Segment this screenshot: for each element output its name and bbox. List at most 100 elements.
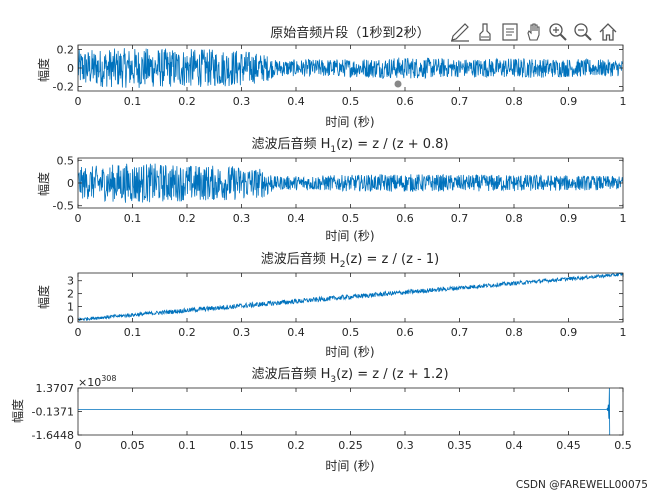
subplot-title: 滤波后音频 H3(z) = z / (z + 1.2) bbox=[251, 366, 448, 385]
signal-path bbox=[78, 273, 623, 322]
y-tick-label: 3 bbox=[67, 275, 74, 288]
x-tick-label: 0.5 bbox=[342, 212, 360, 225]
x-tick-label: 0.7 bbox=[451, 95, 469, 108]
pan-hand-icon[interactable] bbox=[527, 23, 540, 41]
x-ticks: 0 0.1 0.2 0.3 0.4 0.5 0.6 0.7 0.8 0.9 1 bbox=[75, 273, 627, 339]
y-ticks: -0.5 0 0.5 bbox=[53, 154, 623, 213]
x-tick-label: 0.8 bbox=[505, 95, 523, 108]
x-tick-label: 0.8 bbox=[505, 212, 523, 225]
watermark-text: CSDN @FAREWELL00075 bbox=[516, 479, 648, 491]
brush-icon[interactable] bbox=[479, 23, 491, 41]
y-tick-label: -1.6448 bbox=[32, 429, 74, 442]
x-ticks: 0 0.1 0.2 0.3 0.4 0.5 0.6 0.7 0.8 0.9 1 bbox=[75, 45, 627, 108]
x-tick-label: 0 bbox=[75, 439, 82, 452]
x-tick-label: 0.7 bbox=[451, 212, 469, 225]
y-axis-label: 幅度 bbox=[36, 58, 51, 82]
x-tick-label: 0.6 bbox=[396, 95, 414, 108]
x-tick-label: 0.15 bbox=[229, 439, 254, 452]
y-tick-label: 0.5 bbox=[57, 154, 75, 167]
x-tick-label: 0.3 bbox=[233, 212, 251, 225]
y-axis-label: 幅度 bbox=[36, 285, 51, 309]
signal-path bbox=[78, 388, 611, 435]
x-tick-label: 0.2 bbox=[178, 95, 196, 108]
x-axis-label: 时间 (秒) bbox=[325, 229, 374, 243]
x-tick-label: 0.2 bbox=[178, 326, 196, 339]
subplot-filtered-h1: 滤波后音频 H1(z) = z / (z + 0.8) 0 0.1 0.2 0.3 0.… bbox=[36, 136, 627, 243]
x-tick-label: 1 bbox=[620, 212, 627, 225]
x-tick-label: 0.4 bbox=[287, 212, 305, 225]
data-tips-icon[interactable] bbox=[502, 23, 518, 41]
x-tick-label: 0.3 bbox=[233, 95, 251, 108]
y-ticks: -0.2 0 0.2 bbox=[53, 44, 623, 93]
x-tick-label: 0.1 bbox=[124, 95, 142, 108]
y-tick-label: -0.2 bbox=[53, 80, 74, 93]
x-tick-label: 0.9 bbox=[560, 326, 578, 339]
x-tick-label: 0.7 bbox=[451, 326, 469, 339]
subplot-title: 原始音频片段（1秒到2秒） bbox=[270, 25, 430, 41]
x-tick-label: 0.45 bbox=[556, 439, 581, 452]
x-tick-label: 0.1 bbox=[124, 326, 142, 339]
x-tick-label: 0.2 bbox=[178, 212, 196, 225]
x-axis-label: 时间 (秒) bbox=[325, 459, 374, 473]
figure-toolbar[interactable] bbox=[451, 23, 617, 42]
signal-path bbox=[78, 163, 623, 203]
signal-path bbox=[78, 48, 623, 88]
x-tick-label: 0.3 bbox=[396, 439, 414, 452]
x-tick-label: 0.35 bbox=[447, 439, 472, 452]
x-tick-label: 0.05 bbox=[120, 439, 145, 452]
signal-line bbox=[78, 48, 623, 88]
x-tick-label: 0.1 bbox=[178, 439, 196, 452]
subplot-filtered-h2: 滤波后音频 H2(z) = z / (z - 1) 0 0.1 0.2 0.3 0.4 0… bbox=[36, 251, 627, 359]
export-icon[interactable] bbox=[451, 23, 469, 42]
x-tick-label: 0.2 bbox=[287, 439, 305, 452]
signal-line bbox=[78, 163, 623, 203]
zoom-out-icon[interactable] bbox=[574, 23, 592, 41]
y-tick-label: 0 bbox=[67, 177, 74, 190]
x-tick-label: 0.6 bbox=[396, 326, 414, 339]
cursor-dot bbox=[394, 80, 402, 88]
x-tick-label: 0 bbox=[75, 212, 82, 225]
x-axis-label: 时间 (秒) bbox=[325, 115, 374, 129]
x-tick-label: 0.4 bbox=[287, 326, 305, 339]
x-ticks: 0 0.05 0.1 0.15 0.2 0.25 0.3 0.35 0.4 0.45 0.5 bbox=[75, 388, 632, 452]
x-tick-label: 0.25 bbox=[338, 439, 363, 452]
y-axis-label: 幅度 bbox=[36, 172, 51, 196]
x-tick-label: 1 bbox=[620, 326, 627, 339]
home-icon[interactable] bbox=[599, 23, 617, 41]
x-tick-label: 0.4 bbox=[505, 439, 523, 452]
exponent-label: ×10308 bbox=[78, 374, 117, 389]
x-tick-label: 0.4 bbox=[287, 95, 305, 108]
x-tick-label: 1 bbox=[620, 95, 627, 108]
y-tick-label: 0.2 bbox=[57, 44, 75, 57]
x-axis-label: 时间 (秒) bbox=[325, 345, 374, 359]
y-tick-label: 2 bbox=[67, 288, 74, 301]
subplot-filtered-h3: 滤波后音频 H3(z) = z / (z + 1.2) ×10308 0 0.05… bbox=[10, 366, 632, 473]
x-tick-label: 0.8 bbox=[505, 326, 523, 339]
subplot-original-audio: 原始音频片段（1秒到2秒） 0 0.1 0.2 0.3 0.4 0.5 0.6 0.7 0.8 0… bbox=[36, 25, 627, 129]
y-tick-label: 1.3707 bbox=[36, 382, 75, 395]
x-ticks: 0 0.1 0.2 0.3 0.4 0.5 0.6 0.7 0.8 0.9 1 bbox=[75, 158, 627, 225]
x-tick-label: 0.6 bbox=[396, 212, 414, 225]
x-tick-label: 0.9 bbox=[560, 212, 578, 225]
axes-box bbox=[77, 387, 624, 436]
subplot-title: 滤波后音频 H2(z) = z / (z - 1) bbox=[261, 251, 439, 270]
x-tick-label: 0.9 bbox=[560, 95, 578, 108]
y-tick-label: 0 bbox=[67, 62, 74, 75]
x-tick-label: 0 bbox=[75, 95, 82, 108]
subplot-title: 滤波后音频 H1(z) = z / (z + 0.8) bbox=[251, 136, 448, 155]
axes bbox=[77, 387, 624, 436]
y-tick-label: 1 bbox=[67, 301, 74, 314]
y-ticks: -1.6448 -0.1371 1.3707 bbox=[32, 382, 623, 442]
y-tick-label: 0 bbox=[67, 313, 74, 326]
x-tick-label: 0.5 bbox=[614, 439, 632, 452]
x-tick-label: 0.5 bbox=[342, 326, 360, 339]
zoom-in-icon[interactable] bbox=[549, 23, 567, 41]
x-tick-label: 0.3 bbox=[233, 326, 251, 339]
signal-line bbox=[78, 273, 623, 322]
y-tick-label: -0.1371 bbox=[32, 406, 74, 419]
signal-line bbox=[78, 388, 611, 435]
x-tick-label: 0.1 bbox=[124, 212, 142, 225]
y-axis-label: 幅度 bbox=[10, 399, 25, 423]
